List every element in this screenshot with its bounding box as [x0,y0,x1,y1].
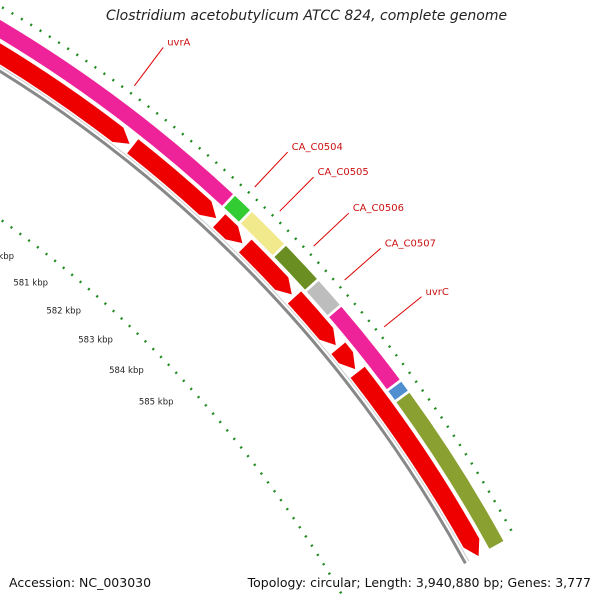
gene-label-leader [279,176,314,212]
gene-block-tail-olive [396,392,504,549]
cds-arrow [213,214,243,244]
cds-arrow [350,366,480,557]
gene-block-ca-c0505 [240,211,285,256]
gene-label: CA_C0506 [353,203,404,214]
gene-label-leader [344,247,382,281]
tick-label: 581 kbp [13,279,48,289]
tick-label: 583 kbp [78,336,113,346]
gene-label-leader [383,296,422,328]
cds-arrow [331,342,356,370]
map-title: Clostridium acetobutylicum ATCC 824, com… [104,8,510,24]
label-layer: uvrA CA_C0504 CA_C0505 CA_C0506 CA_C0507 uvrC [134,37,449,328]
gene-label: uvrA [167,37,190,48]
tick-label: 584 kbp [109,366,144,376]
gene-block-tail-blue [388,381,408,401]
gene-label-leader [313,212,350,247]
tick-label: 582 kbp [46,307,81,317]
gene-block-ca-c0504 [224,195,250,222]
tick-label: 585 kbp [139,397,174,407]
gene-label: CA_C0507 [385,238,436,249]
gc-content-inner-dots [0,217,347,600]
gene-block-ca-c0507 [306,280,340,316]
cds-arrow [127,139,217,219]
genome-summary: Topology: circular; Length: 3,940,880 bp… [247,575,591,590]
gene-block-uvra [0,20,233,206]
backbone-ring-outline [0,66,470,562]
accession-label: Accession: NC_003030 [9,575,152,590]
gene-label: CA_C0505 [318,167,369,178]
cds-arrow [238,239,292,295]
ring-layer [0,4,516,600]
cds-arrow [0,43,130,144]
gene-label: uvrC [426,287,449,298]
gene-label-leader [134,47,164,87]
backbone-ring [0,69,467,565]
gene-block-uvrc [329,306,400,390]
gene-block-ca-c0506 [274,245,317,290]
gene-label: CA_C0504 [292,142,343,153]
cds-arrow [287,291,336,346]
tick-label: 580 kbp [0,252,14,262]
gene-label-leader [254,151,289,188]
